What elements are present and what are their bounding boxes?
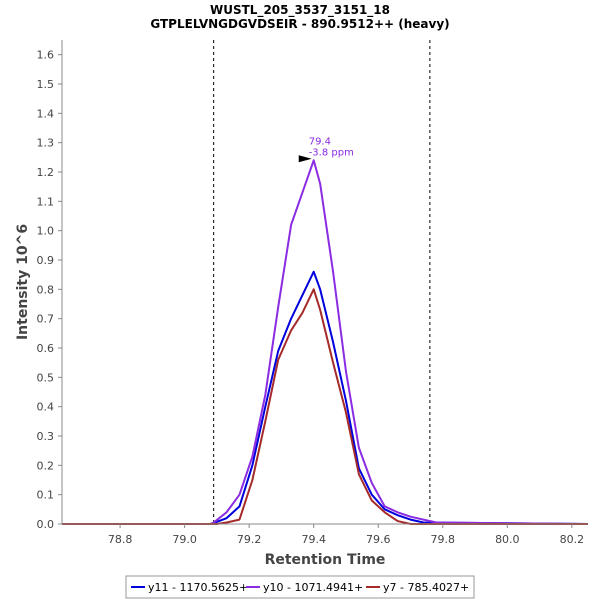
- x-axis-title: Retention Time: [265, 552, 386, 568]
- x-tick-label: 79.2: [237, 533, 262, 546]
- peak-annotation: 79.4 -3.8 ppm: [298, 136, 354, 163]
- y-tick-label: 1.0: [37, 225, 55, 238]
- legend-box: [125, 575, 475, 599]
- series-lines: [62, 159, 589, 525]
- y-tick-label: 1.3: [37, 137, 55, 150]
- x-tick-label: 79.4: [301, 533, 326, 546]
- peak-annotation-ppm: -3.8 ppm: [309, 147, 354, 158]
- y-tick-label: 0.3: [37, 430, 55, 443]
- y-tick-label: 0.9: [37, 254, 55, 267]
- y-tick-label: 0.4: [37, 401, 55, 414]
- y-tick-label: 0.5: [37, 371, 55, 384]
- x-tick-label: 80.2: [560, 533, 585, 546]
- peak-boundaries: [213, 40, 431, 524]
- x-tick-label: 80.0: [495, 533, 520, 546]
- chart-subtitle: GTPLELVNGDGVDSEIR - 890.9512++ (heavy): [150, 17, 449, 31]
- legend-label-2: y10 - 1071.4941+: [263, 581, 363, 594]
- y-tick-label: 1.1: [37, 195, 55, 208]
- y-tick-label: 0.0: [37, 518, 55, 531]
- x-tick-label: 79.0: [172, 533, 197, 546]
- y-tick-label: 0.1: [37, 489, 55, 502]
- x-tick-label: 79.8: [431, 533, 456, 546]
- y-tick-label: 0.6: [37, 342, 55, 355]
- y-axis-ticks: 0.0 0.1 0.2 0.3 0.4 0.5 0.6 0.7 0.8 0.9 1.0 1.1 1.2 1…: [37, 49, 62, 531]
- plot-area: [62, 40, 588, 524]
- series-line-3: [62, 288, 588, 525]
- chart-title: WUSTL_205_3537_3151_18: [210, 3, 390, 18]
- y-axis-title: Intensity 10^6: [15, 224, 31, 340]
- y-tick-label: 0.2: [37, 459, 55, 472]
- series-line-2: [62, 159, 589, 525]
- y-tick-label: 1.4: [37, 107, 55, 120]
- peak-marker-icon: [298, 155, 312, 163]
- y-tick-label: 1.5: [37, 78, 55, 91]
- y-tick-label: 1.6: [37, 49, 55, 62]
- y-tick-label: 0.7: [37, 313, 55, 326]
- series-line-1: [62, 270, 589, 525]
- x-tick-label: 78.8: [108, 533, 133, 546]
- x-tick-label: 79.6: [366, 533, 391, 546]
- y-tick-label: 1.2: [37, 166, 55, 179]
- legend-label-3: y7 - 785.4027+: [383, 581, 469, 594]
- legend-label-1: y11 - 1170.5625+: [148, 581, 248, 594]
- y-tick-label: 0.8: [37, 283, 55, 296]
- peak-annotation-rt: 79.4: [309, 136, 331, 147]
- x-axis-ticks: 78.8 79.0 79.2 79.4 79.6 79.8 80.0 80.2: [108, 524, 584, 546]
- legend: y11 - 1170.5625+ y10 - 1071.4941+ y7 - 785…: [125, 575, 475, 599]
